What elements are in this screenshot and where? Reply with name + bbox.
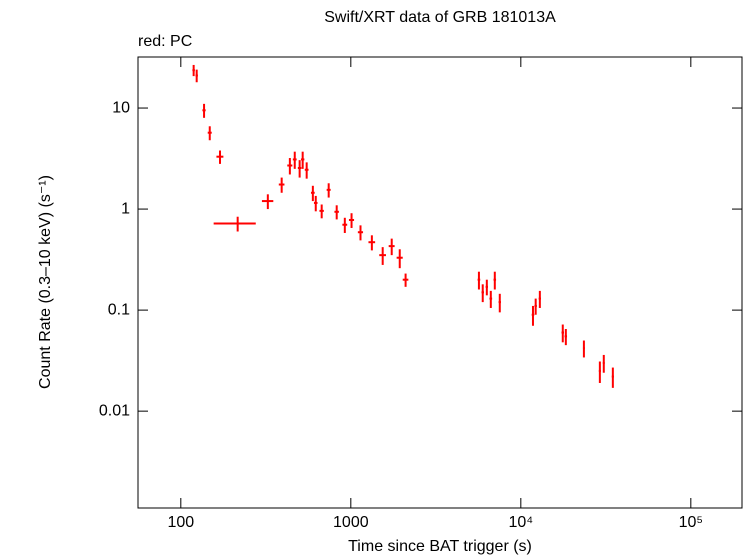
data-point bbox=[261, 194, 274, 210]
data-point bbox=[195, 69, 198, 83]
data-point bbox=[300, 151, 305, 169]
y-tick-label: 0.01 bbox=[99, 402, 130, 419]
y-tick-label: 0.1 bbox=[108, 301, 130, 318]
data-point bbox=[319, 204, 324, 219]
data-point bbox=[379, 247, 386, 265]
data-point bbox=[368, 235, 376, 251]
data-point bbox=[485, 279, 488, 296]
data-point bbox=[348, 213, 355, 228]
x-tick-label: 1000 bbox=[333, 514, 369, 531]
y-axis-label: Count Rate (0.3–10 keV) (s⁻¹) bbox=[37, 175, 54, 389]
data-point bbox=[213, 216, 256, 232]
data-point bbox=[498, 293, 501, 313]
data-point bbox=[334, 205, 339, 220]
data-point bbox=[357, 225, 364, 241]
subtitle: red: PC bbox=[138, 33, 192, 50]
data-point bbox=[564, 329, 568, 346]
data-point bbox=[297, 160, 302, 178]
data-point bbox=[342, 217, 348, 233]
data-point bbox=[207, 126, 212, 141]
data-point bbox=[477, 271, 481, 290]
data-point bbox=[582, 340, 585, 358]
data-point bbox=[396, 249, 403, 269]
x-tick-label: 10⁵ bbox=[679, 514, 703, 531]
data-point bbox=[538, 290, 541, 308]
x-tick-label: 100 bbox=[167, 514, 194, 531]
data-point bbox=[402, 273, 409, 287]
data-point bbox=[534, 298, 537, 315]
data-point bbox=[192, 64, 195, 77]
data-point bbox=[493, 271, 497, 290]
data-point bbox=[602, 354, 605, 373]
data-point bbox=[489, 290, 493, 308]
data-point bbox=[531, 305, 535, 326]
data-point bbox=[313, 195, 318, 212]
data-point bbox=[598, 361, 601, 383]
data-point bbox=[278, 177, 285, 193]
y-tick-label: 1 bbox=[121, 200, 130, 217]
data-point bbox=[304, 162, 309, 179]
chart-title: Swift/XRT data of GRB 181013A bbox=[324, 9, 556, 26]
data-point bbox=[326, 183, 331, 198]
data-point bbox=[287, 158, 293, 175]
data-point bbox=[310, 185, 315, 202]
data-point bbox=[216, 150, 224, 164]
data-point bbox=[561, 324, 565, 343]
data-point bbox=[202, 103, 206, 118]
y-tick-label: 10 bbox=[112, 99, 130, 116]
data-point bbox=[388, 238, 395, 256]
plot-frame bbox=[137, 56, 743, 509]
x-tick-label: 10⁴ bbox=[508, 514, 533, 531]
data-point bbox=[611, 367, 614, 388]
data-point bbox=[481, 284, 484, 303]
data-point bbox=[292, 151, 297, 169]
x-axis-label: Time since BAT trigger (s) bbox=[348, 538, 532, 555]
